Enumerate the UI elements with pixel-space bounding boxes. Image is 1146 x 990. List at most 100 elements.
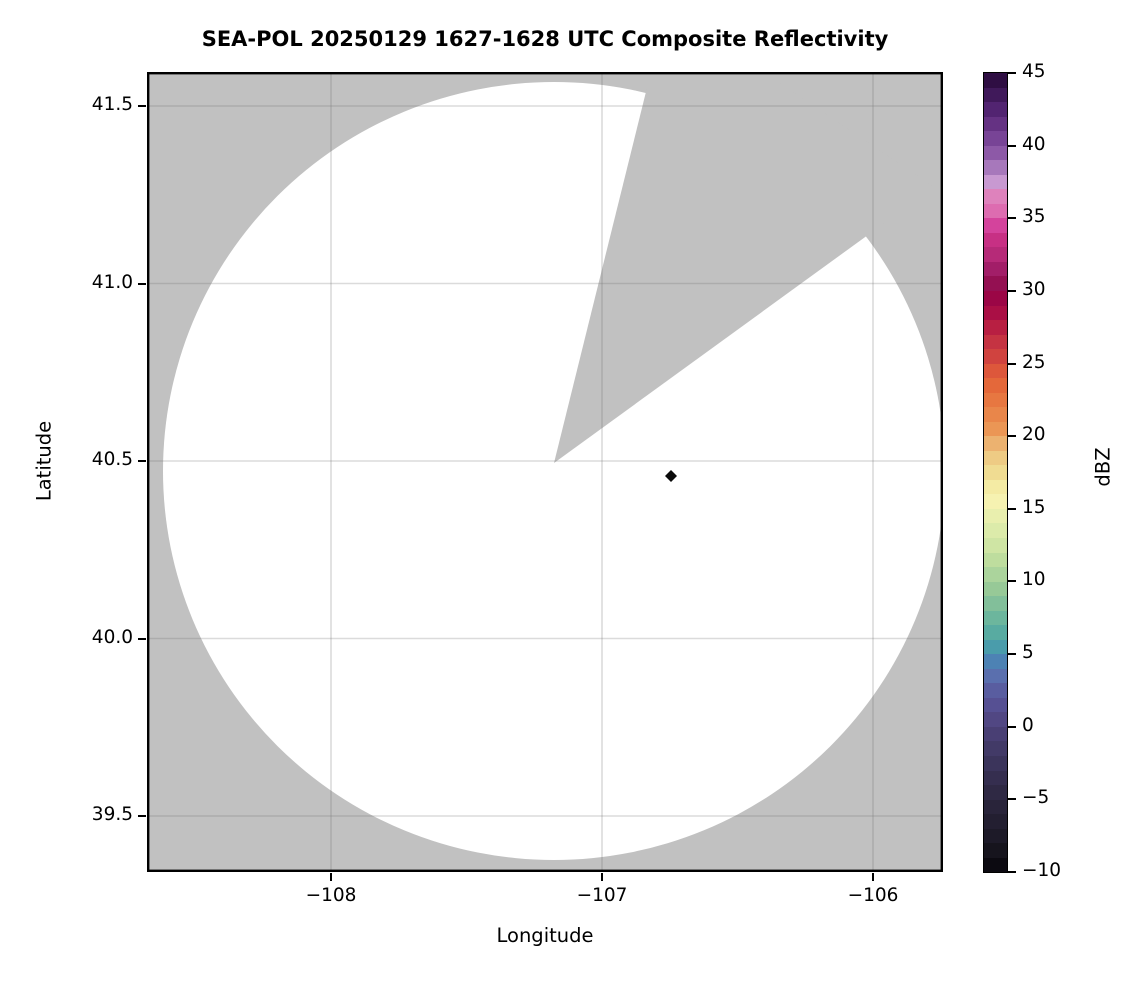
colorbar-band [984,232,1007,248]
y-tick-mark [138,105,146,107]
colorbar-band [984,726,1007,742]
colorbar-band [984,654,1007,669]
x-tick-label: −106 [847,885,899,906]
colorbar-tick-label: 15 [1022,496,1046,518]
colorbar-band [984,610,1007,626]
colorbar-axis-label: dBZ [1091,447,1115,487]
colorbar-band [984,276,1007,291]
colorbar-band [984,421,1007,437]
colorbar-tick-mark [1008,725,1016,728]
colorbar-band [984,102,1007,117]
y-tick-mark [138,460,146,462]
colorbar-band [984,755,1007,771]
colorbar-band [984,465,1007,480]
colorbar-tick-mark [1008,72,1016,74]
colorbar-tick-mark [1008,871,1016,873]
colorbar-tick-label: 40 [1022,133,1046,155]
colorbar-band [984,407,1007,422]
colorbar-tick-mark [1008,653,1016,656]
colorbar-band [984,392,1007,408]
colorbar-band [984,116,1007,132]
plot-border-spines [147,72,943,872]
colorbar-band [984,814,1007,829]
colorbar-band [984,450,1007,466]
colorbar-band [984,160,1007,175]
colorbar-tick-mark [1008,435,1016,438]
colorbar-band [984,305,1007,321]
colorbar-band [984,87,1007,103]
colorbar-band [984,523,1007,538]
y-axis-label: Latitude [32,420,56,502]
colorbar-band [984,508,1007,524]
colorbar-tick-label: −10 [1022,860,1062,881]
y-tick-mark [138,815,146,817]
x-tick-label: −107 [576,885,628,906]
colorbar-band [984,494,1007,509]
colorbar-band [984,320,1007,335]
colorbar-band [984,261,1007,277]
colorbar-band [984,625,1007,640]
colorbar-band [984,843,1007,858]
gridlines [147,72,943,872]
y-tick-mark [138,637,146,640]
colorbar-tick-label: 10 [1022,569,1046,591]
colorbar-band [984,857,1007,873]
colorbar-band [984,479,1007,495]
colorbar-band [984,712,1007,727]
colorbar-band [984,131,1007,146]
x-tick-mark [872,873,874,881]
colorbar-band [984,799,1007,815]
colorbar-band [984,378,1007,393]
colorbar [983,72,1008,873]
no-data-wedge [554,72,934,463]
chart-title: SEA-POL 20250129 1627-1628 UTC Composite… [201,27,889,51]
colorbar-band [984,538,1007,553]
colorbar-tick-label: 25 [1022,351,1046,373]
colorbar-tick-label: 35 [1022,206,1046,228]
colorbar-band [984,683,1007,698]
echo-marker-diamond [665,470,677,482]
colorbar-band [984,203,1007,219]
y-tick-mark [138,282,146,285]
colorbar-band [984,247,1007,262]
colorbar-band [984,697,1007,713]
colorbar-tick-mark [1008,217,1016,220]
colorbar-band [984,349,1007,364]
colorbar-band [984,828,1007,844]
colorbar-tick-mark [1008,289,1016,292]
colorbar-band [984,189,1007,204]
colorbar-tick-label: −5 [1022,787,1050,809]
colorbar-band [984,770,1007,786]
colorbar-band [984,436,1007,451]
colorbar-tick-label: 45 [1022,61,1046,82]
colorbar-band [984,145,1007,161]
colorbar-band [984,741,1007,756]
colorbar-band [984,567,1007,582]
colorbar-band [984,596,1007,611]
x-axis-label: Longitude [496,924,594,947]
colorbar-tick-mark [1008,144,1016,147]
colorbar-tick-mark [1008,580,1016,583]
colorbar-tick-label: 5 [1022,642,1034,664]
colorbar-band [984,290,1007,306]
x-tick-mark [330,873,332,881]
colorbar-band [984,668,1007,684]
colorbar-band [984,785,1007,800]
colorbar-tick-label: 30 [1022,278,1046,300]
colorbar-band [984,363,1007,379]
radar-map [147,72,943,872]
y-tick-label: 41.0 [91,271,133,293]
y-tick-label: 40.0 [91,626,133,648]
colorbar-tick-mark [1008,362,1016,365]
colorbar-band [984,73,1007,88]
colorbar-tick-label: 20 [1022,424,1046,446]
colorbar-band [984,581,1007,597]
colorbar-band [984,639,1007,655]
colorbar-band [984,174,1007,190]
y-tick-label: 41.5 [91,94,133,115]
plot-area [147,72,943,872]
colorbar-tick-mark [1008,798,1016,801]
x-tick-mark [601,873,603,881]
colorbar-tick-label: 0 [1022,714,1034,736]
